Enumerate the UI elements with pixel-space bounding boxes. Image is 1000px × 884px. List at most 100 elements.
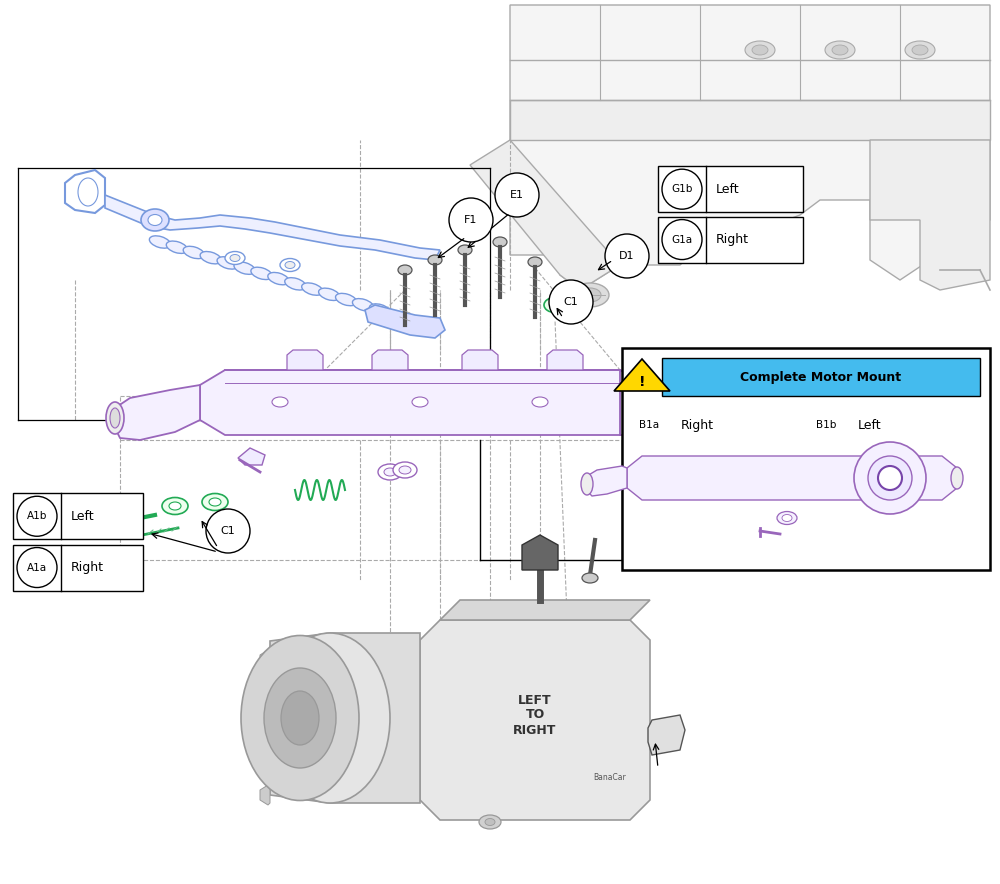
Circle shape [17, 496, 57, 537]
Ellipse shape [319, 288, 340, 301]
Ellipse shape [458, 245, 472, 255]
Ellipse shape [479, 815, 501, 829]
Ellipse shape [234, 262, 255, 274]
Polygon shape [510, 100, 990, 140]
Ellipse shape [912, 45, 928, 55]
Ellipse shape [769, 397, 787, 429]
Ellipse shape [571, 283, 609, 307]
Ellipse shape [149, 236, 171, 248]
Bar [13, 493, 143, 539]
Text: Complete Motor Mount: Complete Motor Mount [740, 370, 902, 384]
Ellipse shape [230, 255, 240, 262]
Ellipse shape [110, 408, 120, 428]
Circle shape [878, 466, 902, 490]
Ellipse shape [493, 237, 507, 247]
Ellipse shape [202, 493, 228, 510]
Ellipse shape [166, 241, 188, 254]
Bar [658, 217, 803, 263]
Circle shape [549, 280, 593, 324]
Ellipse shape [251, 267, 272, 279]
Ellipse shape [352, 299, 374, 311]
Bar [622, 348, 990, 570]
Ellipse shape [285, 278, 306, 290]
Ellipse shape [544, 298, 566, 313]
Ellipse shape [369, 304, 391, 316]
Text: Left: Left [716, 183, 740, 195]
Ellipse shape [398, 265, 412, 275]
Polygon shape [547, 350, 583, 370]
Polygon shape [238, 448, 265, 465]
Ellipse shape [169, 502, 181, 510]
Polygon shape [614, 359, 670, 391]
Polygon shape [115, 385, 200, 440]
Polygon shape [105, 195, 440, 260]
Text: F1: F1 [464, 215, 478, 225]
Ellipse shape [268, 272, 289, 285]
Ellipse shape [532, 397, 548, 407]
Polygon shape [365, 305, 445, 338]
Polygon shape [470, 140, 620, 290]
Text: G1a: G1a [671, 234, 693, 245]
Text: LEFT
TO
RIGHT: LEFT TO RIGHT [513, 694, 557, 736]
Circle shape [631, 408, 667, 444]
Text: !: ! [639, 375, 645, 389]
Text: D1: D1 [619, 251, 635, 261]
Ellipse shape [745, 41, 775, 59]
Text: C1: C1 [221, 526, 235, 536]
Circle shape [808, 408, 844, 444]
Text: G1b: G1b [671, 184, 693, 194]
Polygon shape [648, 715, 685, 755]
Text: C1: C1 [564, 297, 578, 307]
Ellipse shape [752, 45, 768, 55]
Ellipse shape [485, 819, 495, 826]
Bar [13, 545, 143, 591]
Polygon shape [620, 370, 780, 440]
Text: Right: Right [716, 233, 749, 246]
Ellipse shape [905, 41, 935, 59]
Ellipse shape [217, 256, 238, 269]
Ellipse shape [336, 293, 357, 306]
Ellipse shape [225, 252, 245, 264]
Ellipse shape [832, 45, 848, 55]
Circle shape [449, 198, 493, 242]
Ellipse shape [428, 255, 442, 265]
Ellipse shape [302, 283, 323, 295]
Text: Left: Left [858, 419, 882, 432]
Polygon shape [870, 140, 990, 290]
Polygon shape [200, 370, 645, 435]
Ellipse shape [285, 262, 295, 269]
Polygon shape [627, 456, 957, 500]
Ellipse shape [393, 462, 417, 478]
Circle shape [495, 173, 539, 217]
Polygon shape [440, 600, 650, 620]
Polygon shape [372, 350, 408, 370]
Circle shape [686, 371, 774, 459]
Bar [658, 166, 803, 212]
Ellipse shape [582, 573, 598, 583]
Polygon shape [270, 633, 420, 803]
Polygon shape [420, 620, 650, 820]
Polygon shape [587, 466, 627, 496]
Text: A1b: A1b [27, 511, 47, 522]
Ellipse shape [123, 510, 137, 530]
Ellipse shape [581, 473, 593, 495]
Ellipse shape [384, 468, 396, 476]
Ellipse shape [528, 257, 542, 267]
Ellipse shape [162, 498, 188, 514]
Ellipse shape [272, 397, 288, 407]
Polygon shape [260, 700, 270, 720]
Polygon shape [510, 5, 990, 290]
Ellipse shape [183, 247, 204, 259]
Text: B1a: B1a [639, 421, 659, 431]
Circle shape [662, 169, 702, 210]
Polygon shape [260, 750, 270, 770]
Ellipse shape [78, 178, 98, 206]
Polygon shape [260, 785, 270, 805]
Polygon shape [462, 350, 498, 370]
Ellipse shape [280, 258, 300, 271]
Bar [627, 403, 802, 448]
Ellipse shape [264, 668, 336, 768]
Ellipse shape [951, 467, 963, 489]
Circle shape [662, 219, 702, 260]
Ellipse shape [209, 498, 221, 506]
